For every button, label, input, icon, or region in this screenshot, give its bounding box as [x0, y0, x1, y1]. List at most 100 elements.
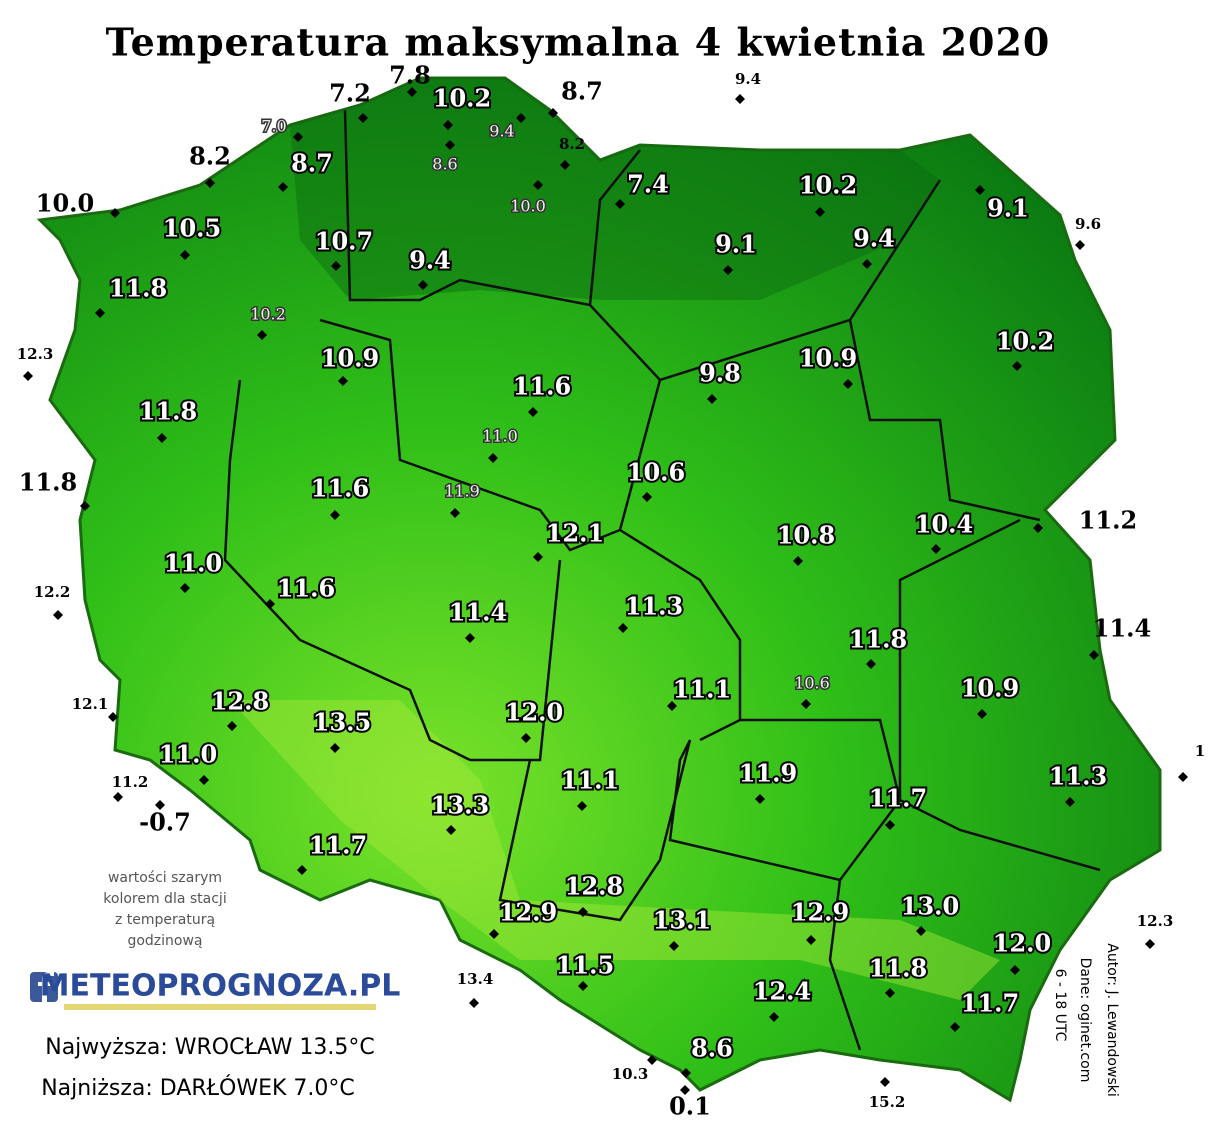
station-marker	[577, 801, 587, 811]
station-marker	[199, 775, 209, 785]
station-marker	[560, 160, 570, 170]
station-value: 11.6	[513, 372, 571, 401]
station-marker	[265, 599, 275, 609]
station-value: 11.3	[625, 592, 683, 621]
station-marker	[488, 453, 498, 463]
station-value: 10.9	[961, 674, 1019, 703]
station-value: 10.4	[915, 510, 973, 539]
station-marker	[618, 623, 628, 633]
station-value: 12.1	[546, 519, 604, 548]
station-marker	[916, 926, 926, 936]
station-value: 11.0	[482, 427, 518, 446]
station-marker	[293, 132, 303, 142]
station-marker	[862, 259, 872, 269]
station-marker	[931, 544, 941, 554]
station-marker	[1012, 361, 1022, 371]
station-value: 9.1	[987, 194, 1029, 223]
note: wartości szarym kolorem dla stacji z tem…	[103, 870, 226, 949]
station-value: 9.4	[409, 246, 451, 275]
station-marker	[801, 699, 811, 709]
station-value: 11.2	[112, 773, 149, 791]
station-marker	[707, 394, 717, 404]
station-marker	[53, 610, 63, 620]
station-value: 10.0	[36, 189, 94, 218]
station-value: 11.1	[673, 675, 731, 704]
station-value: 10.2	[433, 84, 491, 113]
station-marker	[330, 743, 340, 753]
station-value: 11.9	[444, 482, 480, 501]
dark-north	[290, 78, 940, 300]
station-marker	[227, 721, 237, 731]
station-value: 11.9	[739, 759, 797, 788]
station-value: 12.1	[72, 695, 109, 713]
station-marker	[769, 1012, 779, 1022]
station-marker	[533, 180, 543, 190]
station-value: 11.8	[869, 954, 927, 983]
station-value: 12.3	[17, 345, 54, 363]
note-line: wartości szarym	[108, 870, 222, 886]
station-marker	[815, 207, 825, 217]
station-value: 12.0	[993, 929, 1051, 958]
station-value: 12.2	[34, 583, 71, 601]
station-marker	[23, 371, 33, 381]
station-value: 12.3	[1137, 912, 1174, 930]
station-marker	[331, 261, 341, 271]
station-value: 8.6	[691, 1034, 733, 1063]
station-value: 13.5	[313, 708, 371, 737]
logo-text: METEOPROGNOZA.PL	[40, 969, 401, 1004]
station-value: 11.5	[556, 951, 614, 980]
station-marker	[113, 792, 123, 802]
station-marker	[521, 733, 531, 743]
station-marker	[680, 1085, 690, 1095]
station-value: 10.6	[794, 674, 830, 693]
station-value: 11.4	[1093, 614, 1151, 643]
lowest: Najniższa: DARŁÓWEK 7.0°C	[41, 1075, 355, 1101]
station-value: 11.0	[159, 740, 217, 769]
station-value: 11.2	[1079, 506, 1137, 535]
station-value: 7.4	[627, 170, 669, 199]
station-marker	[578, 981, 588, 991]
station-marker	[446, 825, 456, 835]
station-marker	[755, 794, 765, 804]
station-value: 12.8	[211, 687, 269, 716]
credit: 6 - 18 UTC	[1052, 969, 1068, 1042]
station-value: 11.1	[561, 766, 619, 795]
station-marker	[723, 265, 733, 275]
station-marker	[843, 379, 853, 389]
station-value: 9.6	[1075, 215, 1101, 233]
station-marker	[445, 140, 455, 150]
station-value: 9.8	[699, 359, 741, 388]
station-marker	[180, 250, 190, 260]
station-marker	[155, 800, 165, 810]
station-marker	[338, 376, 348, 386]
station-marker	[578, 907, 588, 917]
station-marker	[108, 712, 118, 722]
credit: Dane: oginet.com	[1077, 958, 1093, 1083]
station-value: 11.8	[109, 274, 167, 303]
station-marker	[157, 433, 167, 443]
station-value: 12.9	[499, 898, 557, 927]
station-marker	[977, 709, 987, 719]
station-marker	[450, 508, 460, 518]
station-value: 11.3	[1049, 762, 1107, 791]
station-value: 11.6	[311, 474, 369, 503]
station-marker	[885, 820, 895, 830]
station-value: 8.2	[189, 142, 231, 171]
station-marker	[1010, 965, 1020, 975]
station-value: 8.7	[561, 77, 603, 106]
station-value: 11.0	[164, 549, 222, 578]
station-value: 13.0	[901, 892, 959, 921]
station-marker	[1145, 939, 1155, 949]
station-marker	[1089, 650, 1099, 660]
station-marker	[278, 182, 288, 192]
logo: METEOPROGNOZA.PL	[30, 969, 401, 1010]
light-south	[230, 700, 1000, 1000]
station-value: 15.2	[869, 1093, 906, 1111]
station-value: 9.1	[715, 230, 757, 259]
station-marker	[257, 330, 267, 340]
station-value: 10.2	[799, 171, 857, 200]
station-marker	[975, 185, 985, 195]
station-marker	[1033, 523, 1043, 533]
station-marker	[358, 113, 368, 123]
